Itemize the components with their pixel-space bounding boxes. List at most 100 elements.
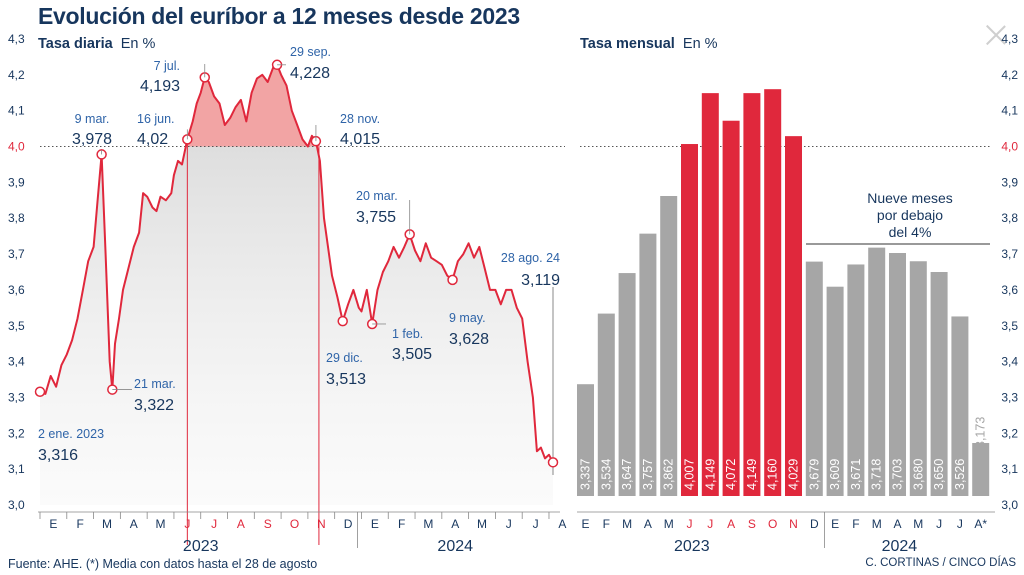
monthly-month-label: S	[748, 517, 756, 531]
y-tick-left: 4,3	[8, 32, 25, 46]
monthly-bar-label: 3,703	[891, 459, 905, 490]
monthly-bar-label: 3,337	[579, 459, 593, 490]
y-tick-right: 3,7	[1001, 247, 1018, 261]
y-tick-left: 3,7	[8, 247, 25, 261]
monthly-bar-label: 3,718	[870, 459, 884, 490]
monthly-bar	[826, 286, 844, 496]
monthly-bar	[577, 384, 594, 496]
note-text: Nueve meses	[867, 190, 953, 206]
daily-month-label: N	[317, 517, 326, 531]
annotation-value: 4,193	[140, 78, 180, 95]
monthly-month-label: A	[893, 517, 901, 531]
annotation-date: 29 sep.	[290, 45, 331, 59]
footer-credit: C. CORTINAS / CINCO DÍAS	[865, 557, 1016, 569]
daily-month-label: J	[506, 517, 512, 531]
annotation-value: 4,228	[290, 65, 330, 82]
daily-month-label: A	[558, 517, 566, 531]
monthly-bar	[909, 261, 927, 496]
monthly-bar	[639, 233, 657, 496]
monthly-bar-label: 4,160	[766, 459, 780, 490]
monthly-bar	[681, 144, 698, 496]
y-tick-right: 3,4	[1001, 355, 1018, 369]
y-tick-left: 3,2	[8, 426, 25, 440]
daily-area	[40, 64, 553, 506]
monthly-month-label: E	[581, 517, 589, 531]
monthly-month-label: O	[768, 517, 777, 531]
daily-month-label: M	[423, 517, 433, 531]
page-title: Evolución del euríbor a 12 meses desde 2…	[38, 3, 520, 29]
annotation-marker	[447, 274, 458, 286]
monthly-bar-label: 4,149	[703, 459, 717, 490]
monthly-bar	[847, 264, 865, 496]
footer-source: Fuente: AHE. (*) Media con datos hasta e…	[8, 557, 318, 571]
annotation-date: 16 jun.	[137, 112, 175, 126]
monthly-bar-label: 4,149	[745, 459, 759, 490]
monthly-bar	[951, 316, 969, 496]
y-tick-left: 3,5	[8, 319, 25, 333]
annotation-date: 7 jul.	[154, 59, 180, 73]
daily-area-above-threshold	[185, 64, 317, 147]
monthly-month-label: F	[852, 517, 859, 531]
annotation-value: 3,119	[521, 272, 560, 289]
monthly-month-label: D	[810, 517, 819, 531]
daily-year-label: 2023	[183, 538, 219, 555]
annotation-date: 28 ago. 24	[501, 251, 560, 265]
monthly-bar-label: 4,029	[787, 459, 801, 490]
y-tick-right: 4,3	[1001, 32, 1018, 46]
annotation-date: 9 may.	[449, 311, 486, 325]
y-tick-right: 3,9	[1001, 175, 1018, 189]
annotation-value: 3,755	[356, 209, 396, 226]
monthly-month-label: A	[727, 517, 735, 531]
annotation-value: 4,015	[340, 131, 380, 148]
monthly-month-label: J	[687, 517, 693, 531]
daily-title: Tasa diaria	[38, 36, 113, 52]
monthly-month-label: A	[644, 517, 652, 531]
annotation-date: 2 ene. 2023	[38, 427, 104, 441]
monthly-month-label: M	[872, 517, 882, 531]
monthly-bar-label: 4,072	[724, 459, 738, 490]
monthly-bar-label: 3,671	[849, 459, 863, 490]
daily-year-label: 2024	[437, 538, 473, 555]
monthly-bar-label: 3,680	[911, 459, 925, 490]
annotation-value: 3,322	[134, 397, 174, 414]
daily-month-label: O	[290, 517, 299, 531]
annotation-value: 3,978	[72, 131, 112, 148]
monthly-month-label: J	[957, 517, 963, 531]
annotation-marker	[34, 386, 46, 397]
y-tick-right: 3,5	[1001, 319, 1018, 333]
y-tick-left: 4,0	[8, 140, 25, 154]
y-tick-right: 3,1	[1001, 462, 1018, 476]
daily-month-label: F	[77, 517, 84, 531]
daily-month-label: A	[130, 517, 138, 531]
monthly-bar	[722, 120, 740, 496]
y-tick-right: 3,8	[1001, 211, 1018, 225]
y-tick-right: 4,0	[1001, 140, 1018, 154]
y-tick-right: 3,0	[1001, 498, 1018, 512]
daily-month-label: D	[344, 517, 353, 531]
monthly-unit: En %	[682, 36, 718, 52]
daily-month-label: A	[237, 517, 245, 531]
annotation-date: 20 mar.	[356, 189, 398, 203]
daily-month-label: M	[477, 517, 487, 531]
daily-month-label: J	[533, 517, 539, 531]
y-tick-right: 3,2	[1001, 426, 1018, 440]
y-tick-right: 4,1	[1001, 104, 1018, 118]
monthly-bar-label: 3,609	[828, 459, 842, 490]
monthly-title: Tasa mensual	[580, 36, 675, 52]
monthly-bar	[930, 272, 948, 496]
monthly-month-label: J	[707, 517, 713, 531]
monthly-month-label: J	[936, 517, 942, 531]
monthly-bar-label: 3,679	[807, 459, 821, 490]
monthly-bar	[743, 93, 761, 497]
daily-month-label: M	[102, 517, 112, 531]
annotation-value: 3,505	[392, 346, 432, 363]
daily-month-label: M	[156, 517, 166, 531]
daily-month-label: A	[451, 517, 459, 531]
annotation-date: 29 dic.	[326, 351, 363, 365]
y-tick-left: 4,1	[8, 104, 25, 118]
monthly-month-label: M	[664, 517, 674, 531]
annotation-marker	[547, 457, 559, 468]
annotation-date: 21 mar.	[134, 377, 176, 391]
monthly-month-label: F	[603, 517, 610, 531]
annotation-value: 4,02	[137, 131, 168, 148]
